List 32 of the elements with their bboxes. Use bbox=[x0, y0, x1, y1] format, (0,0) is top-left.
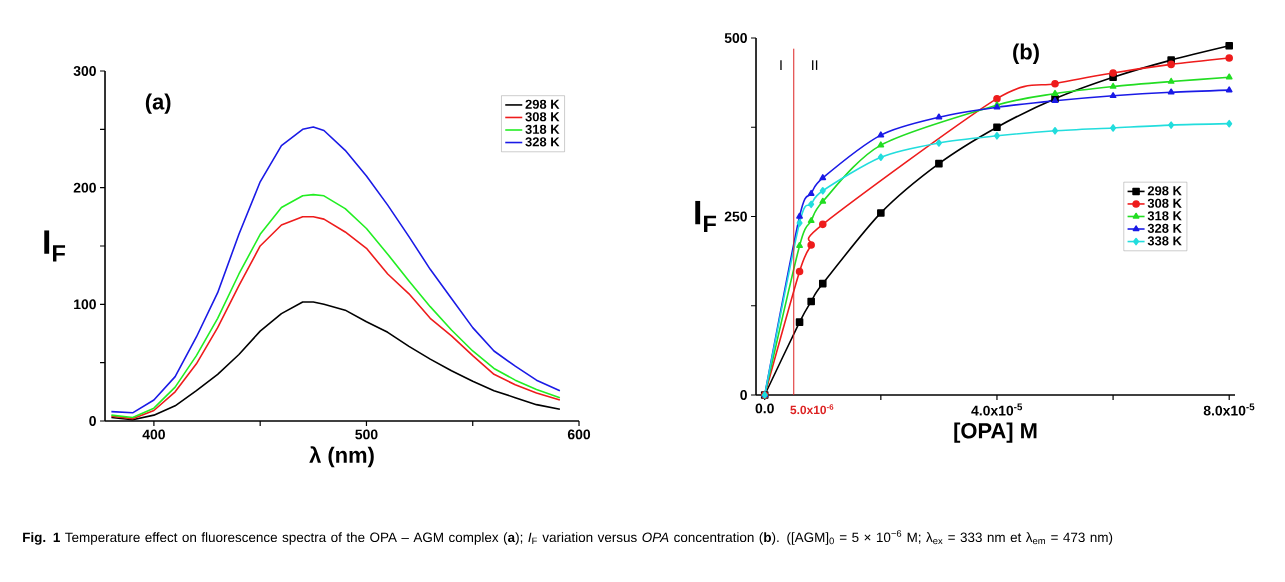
legend-label: 308 K bbox=[525, 112, 560, 122]
legend-label: 328 K bbox=[525, 137, 560, 147]
y-tick-label: 500 bbox=[724, 33, 747, 43]
x-axis-title: λ (nm) bbox=[309, 446, 374, 468]
y-tick-label: 300 bbox=[73, 66, 96, 76]
annotation: I bbox=[780, 60, 782, 70]
y-axis-title: I$_{F}$ bbox=[44, 230, 66, 262]
y-tick-label: 250 bbox=[724, 211, 747, 222]
legend-label: 298 K bbox=[1147, 186, 1182, 196]
annotation: II bbox=[812, 60, 818, 70]
x-tick-label: 600 bbox=[567, 429, 591, 440]
x-tick-label: 500 bbox=[355, 429, 378, 440]
legend-label: 308 K bbox=[1147, 198, 1182, 208]
ref-line-label: 5.0x10$^{-6}$ bbox=[790, 404, 834, 415]
legend-label: 298 K bbox=[525, 99, 560, 109]
legend-label: 318 K bbox=[1147, 211, 1182, 221]
y-axis-title: I$_{F}$ bbox=[695, 200, 717, 233]
y-tick-label: 0 bbox=[89, 416, 96, 426]
x-axis-title: [OPA] M bbox=[954, 422, 1037, 443]
text: Fig. 1 Temperature effect on fluorescence spectra of the OPA – AGM complex (a); I$_{F}$ variation versus OPA concentration (b). ([AGM]$_{0}$ = 5 × 10$^{−6}$ M; λ$_{ex}$ = 333 nm et λ$_{em}$ = 473 nm) bbox=[23, 530, 1113, 545]
legend-label: 318 K bbox=[525, 124, 560, 134]
annotation: (a) bbox=[145, 93, 171, 114]
annotation: (b) bbox=[1013, 43, 1039, 64]
y-tick-label: 200 bbox=[73, 182, 96, 193]
y-tick-label: 0 bbox=[740, 390, 747, 400]
legend-label: 338 K bbox=[1147, 236, 1182, 246]
legend-label: 328 K bbox=[1147, 223, 1182, 233]
x-tick-label: 0.0 bbox=[755, 403, 774, 414]
y-tick-label: 100 bbox=[74, 299, 96, 310]
x-tick-label: 4.0x10$^{-5}$ bbox=[971, 403, 1023, 416]
x-tick-label: 8.0x10$^{-5}$ bbox=[1203, 403, 1255, 416]
x-tick-label: 400 bbox=[142, 429, 165, 440]
